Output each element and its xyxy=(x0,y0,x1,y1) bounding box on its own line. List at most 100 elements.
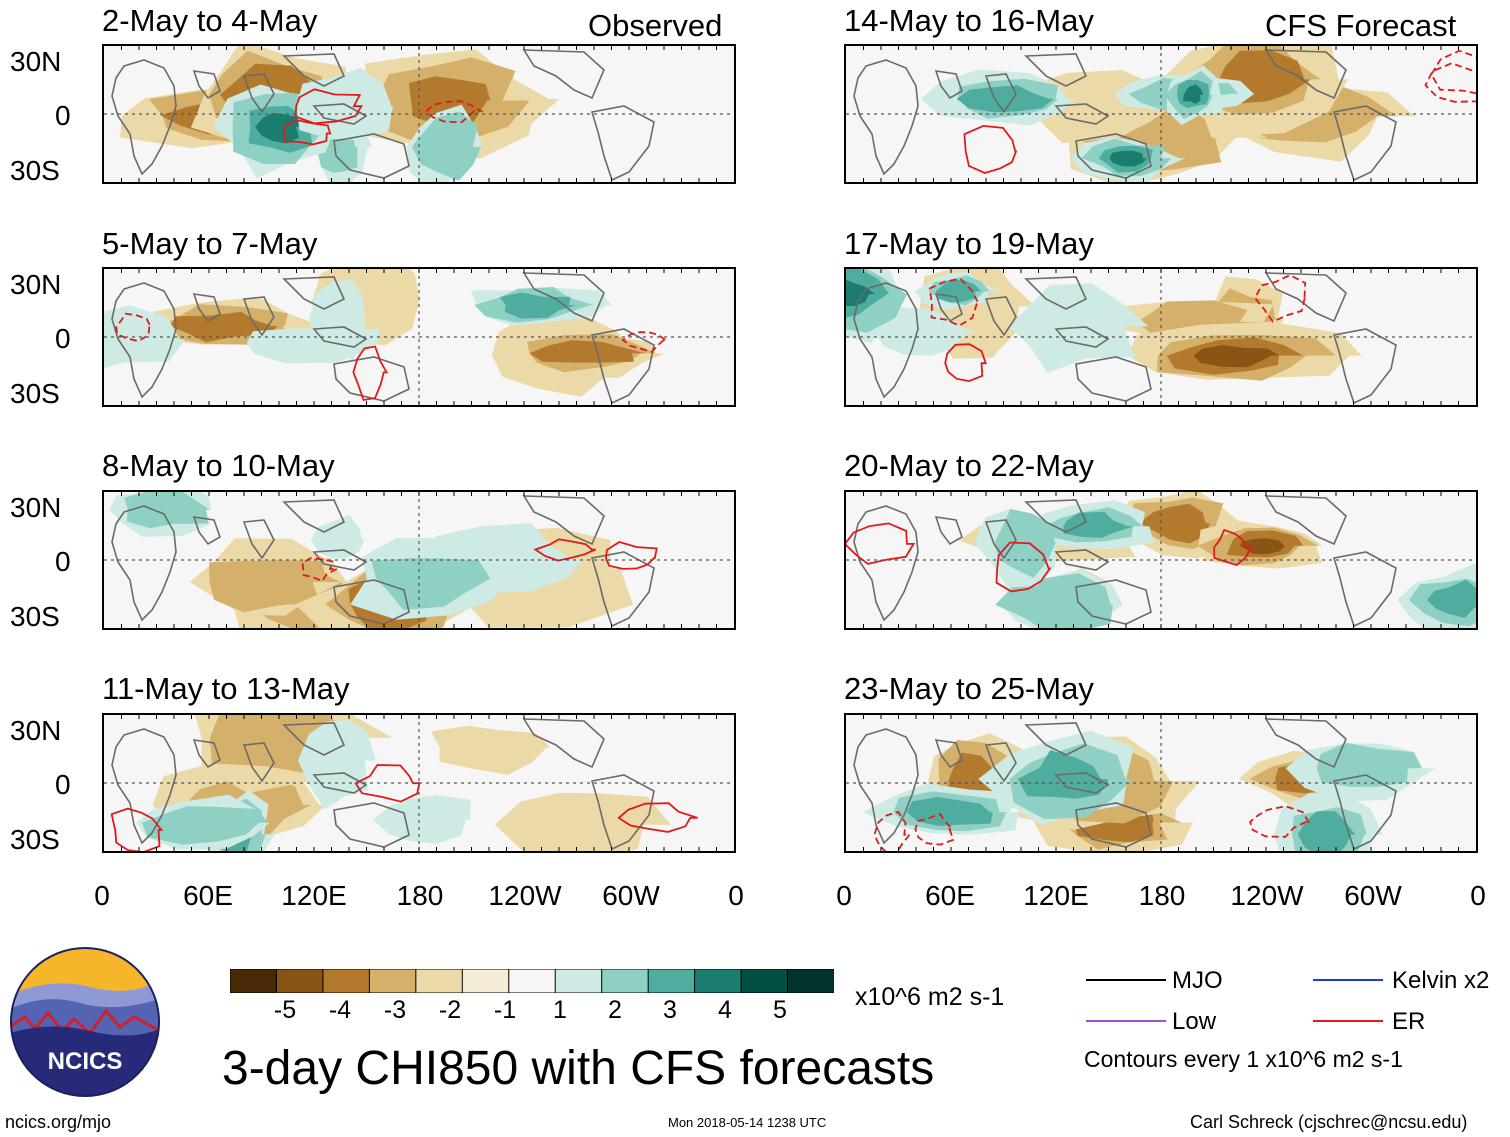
coastline xyxy=(522,49,605,100)
map-panel-3 xyxy=(102,490,736,630)
coastline xyxy=(282,722,346,756)
lon-label: 120W xyxy=(488,880,562,911)
chi-positive-contour xyxy=(1297,811,1356,851)
coastline xyxy=(1264,272,1347,323)
panel-title-8: 23-May to 25-May xyxy=(844,671,1094,706)
coastline xyxy=(590,551,655,628)
er-contour xyxy=(617,802,698,833)
er-contour xyxy=(115,312,152,343)
panel-title-3: 8-May to 10-May xyxy=(102,448,335,483)
map-panel-4 xyxy=(102,713,736,853)
coastline xyxy=(192,70,221,100)
lon-label: 120E xyxy=(281,880,347,911)
lon-label: 0 xyxy=(836,880,852,911)
chi-positive-contour xyxy=(371,558,491,610)
colorbar-swatch xyxy=(740,968,789,994)
chi-positive-contour xyxy=(1182,84,1204,104)
chi-positive-contour xyxy=(298,719,376,810)
lat-label: 30S xyxy=(10,824,60,855)
colorbar-swatch xyxy=(275,968,324,994)
coastline xyxy=(111,728,177,845)
lon-label: 120W xyxy=(1230,880,1304,911)
colorbar-swatch xyxy=(554,968,603,994)
coastline xyxy=(934,739,963,769)
panel-title-7: 20-May to 22-May xyxy=(844,448,1094,483)
coastline xyxy=(242,519,275,560)
er-contour xyxy=(963,124,1018,174)
coastline xyxy=(1332,774,1397,851)
colorbar-tick-label: 3 xyxy=(663,996,677,1024)
coastline xyxy=(242,742,275,783)
coastline xyxy=(192,293,221,323)
panel-title-1: 2-May to 4-May xyxy=(102,3,318,38)
chi-positive-contour xyxy=(124,492,210,529)
coastline xyxy=(1075,356,1152,402)
map-panel-7 xyxy=(844,490,1478,630)
coastline xyxy=(111,505,177,622)
er-contour xyxy=(1249,805,1311,838)
footer-timestamp: Mon 2018-05-14 1238 UTC xyxy=(668,1115,827,1130)
coastline xyxy=(853,282,919,399)
footer-url[interactable]: ncics.org/mjo xyxy=(5,1112,112,1132)
chi-positive-contour xyxy=(906,797,993,826)
coastline xyxy=(984,742,1017,783)
colorbar-swatch xyxy=(229,968,278,994)
chi-positive-contour xyxy=(1109,150,1147,167)
lon-label: 60W xyxy=(602,880,660,911)
coastline xyxy=(242,73,275,114)
lat-label: 30N xyxy=(10,46,62,77)
legend-kelvin-label: Kelvin x2 xyxy=(1392,967,1490,994)
chi-positive-contour xyxy=(142,806,269,845)
colorbar-swatch xyxy=(508,968,557,994)
map-panel-1 xyxy=(102,44,736,184)
panel-title-4: 11-May to 13-May xyxy=(102,671,350,706)
coastline xyxy=(242,296,275,337)
lon-label: 0 xyxy=(94,880,110,911)
coastline xyxy=(1054,772,1110,794)
coastline xyxy=(984,519,1017,560)
lon-label: 180 xyxy=(396,880,444,911)
legend-kelvin-line xyxy=(1313,979,1383,981)
legend-er-line xyxy=(1313,1020,1383,1022)
coastline xyxy=(934,70,963,100)
lat-label: 30N xyxy=(10,269,62,300)
coastline xyxy=(1024,499,1088,533)
coastline xyxy=(312,549,368,571)
colorbar-swatch xyxy=(415,968,464,994)
coastline xyxy=(1054,326,1110,348)
coastline xyxy=(282,53,346,87)
coastline xyxy=(522,495,605,546)
coastline xyxy=(312,326,368,348)
coastline xyxy=(1075,579,1152,625)
er-contour xyxy=(282,119,332,146)
panel-title-6: 17-May to 19-May xyxy=(844,226,1094,261)
legend-mjo-label: MJO xyxy=(1172,967,1223,994)
coastline xyxy=(312,103,368,125)
colorbar-tick-label: 2 xyxy=(608,996,622,1024)
er-contour xyxy=(621,331,669,353)
legend-low-line xyxy=(1086,1020,1166,1022)
lat-label: 30N xyxy=(10,715,62,746)
er-contour xyxy=(1213,528,1253,567)
lon-label: 60W xyxy=(1344,880,1402,911)
lon-label: 120E xyxy=(1023,880,1089,911)
lat-label: 0 xyxy=(55,769,71,800)
chi-positive-contour xyxy=(1426,579,1476,618)
coastline xyxy=(1075,802,1152,848)
er-contour xyxy=(352,345,389,402)
colorbar-tick-label: -2 xyxy=(438,996,462,1024)
coastline xyxy=(282,499,346,533)
lat-label: 0 xyxy=(55,100,71,131)
panel-tag-observed: Observed xyxy=(588,8,723,43)
map-panel-2 xyxy=(102,267,736,407)
coastline xyxy=(1024,53,1088,87)
colorbar-tick-label: -5 xyxy=(273,996,297,1024)
coastline xyxy=(853,59,919,176)
panel-title-5: 14-May to 16-May xyxy=(844,3,1094,38)
er-contour xyxy=(533,538,596,562)
chi-positive-contour xyxy=(995,573,1113,628)
chi-negative-contour xyxy=(431,725,551,775)
chi-positive-contour xyxy=(935,279,982,303)
er-contour xyxy=(354,764,421,803)
coastline xyxy=(333,802,410,848)
